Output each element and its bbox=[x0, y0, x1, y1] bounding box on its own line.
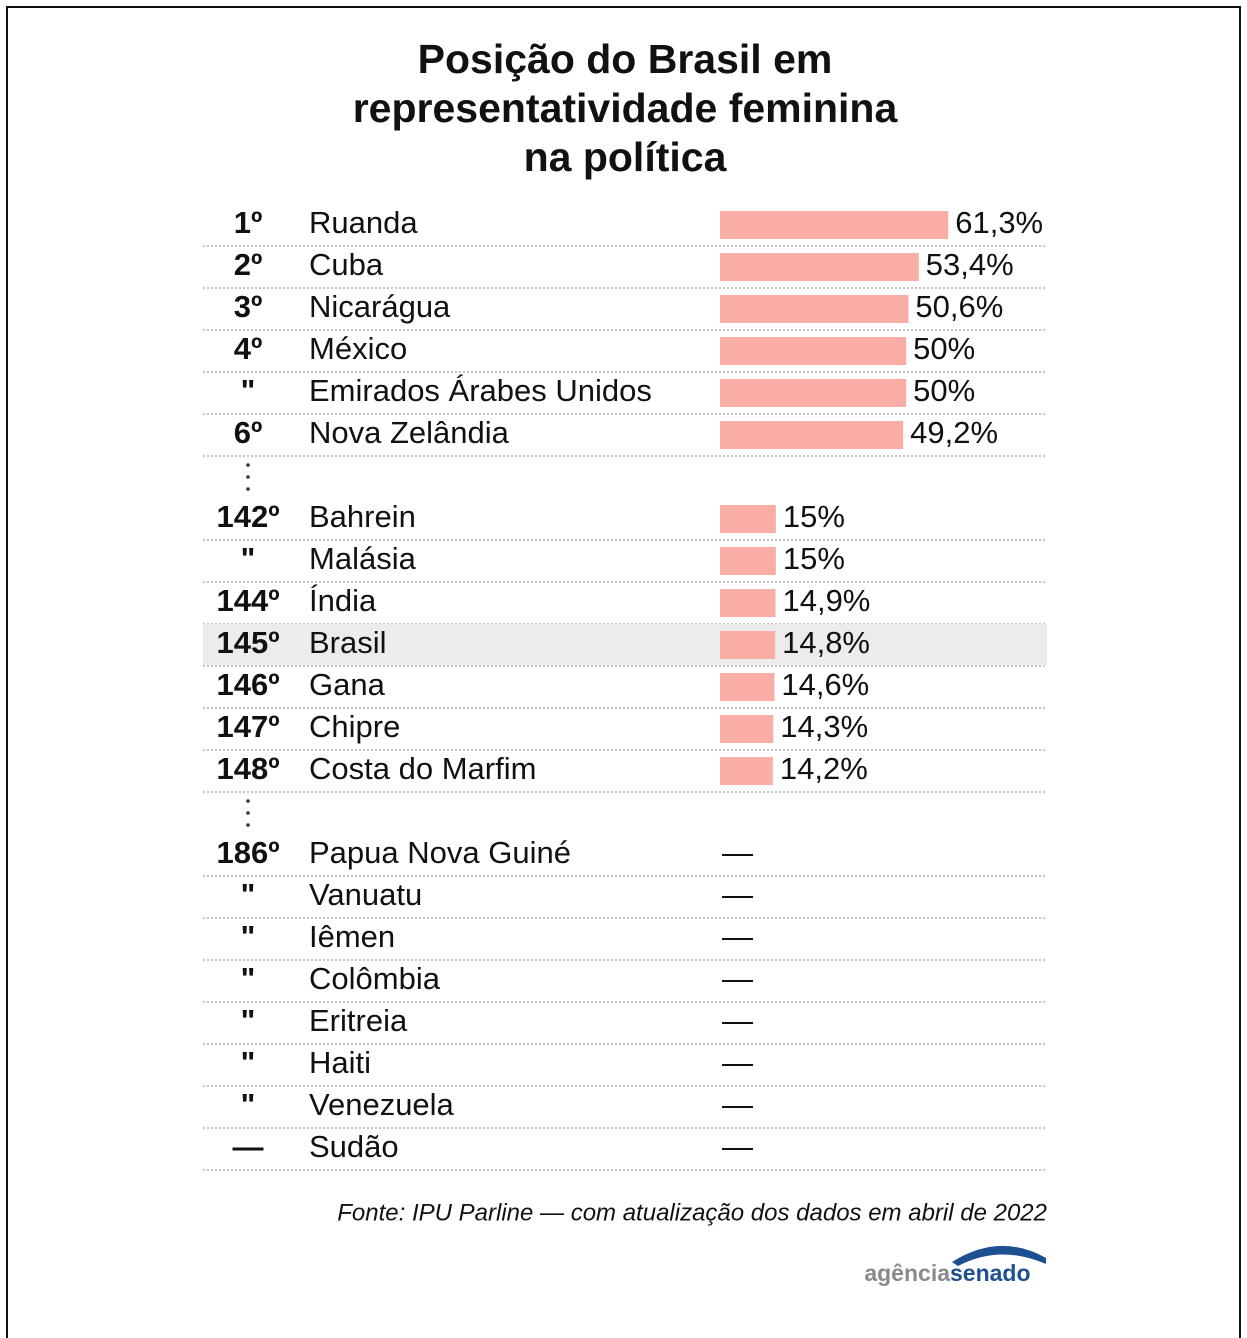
highlight bbox=[203, 624, 1047, 665]
ellipsis-dot bbox=[246, 487, 250, 491]
logo-arc bbox=[952, 1245, 1046, 1266]
category-label: Índia bbox=[309, 583, 377, 618]
category-label: Nicarágua bbox=[309, 289, 451, 324]
value-label: 15% bbox=[783, 499, 845, 534]
category-label: Haiti bbox=[309, 1045, 371, 1080]
category-label: Costa do Marfim bbox=[309, 751, 536, 786]
rank: " bbox=[241, 541, 256, 576]
rank: 147º bbox=[216, 709, 279, 744]
value-label: — bbox=[722, 1087, 753, 1122]
rank: " bbox=[241, 1087, 256, 1122]
value-label: 61,3% bbox=[955, 205, 1043, 240]
bar bbox=[720, 505, 776, 533]
category-label: Bahrein bbox=[309, 499, 416, 534]
value-label: 14,2% bbox=[780, 751, 868, 786]
bar bbox=[720, 673, 775, 701]
value-label: — bbox=[722, 1129, 753, 1164]
bar bbox=[720, 421, 904, 449]
category-label: Papua Nova Guiné bbox=[309, 835, 571, 870]
category-label: Malásia bbox=[309, 541, 417, 576]
chart-title: representatividade feminina bbox=[353, 85, 899, 131]
rank: 186º bbox=[216, 835, 279, 870]
category-label: Emirados Árabes Unidos bbox=[309, 373, 652, 408]
category-label: Nova Zelândia bbox=[309, 415, 510, 450]
value-label: 14,8% bbox=[782, 625, 870, 660]
value-label: 15% bbox=[783, 541, 845, 576]
category-label: Iêmen bbox=[309, 919, 395, 954]
value-label: 14,3% bbox=[780, 709, 868, 744]
ellipsis-dot bbox=[246, 475, 250, 479]
value-label: 14,9% bbox=[782, 583, 870, 618]
bar bbox=[720, 757, 773, 785]
rank: — bbox=[233, 1129, 264, 1164]
bar bbox=[720, 253, 919, 281]
value-label: 53,4% bbox=[926, 247, 1014, 282]
bar bbox=[720, 379, 907, 407]
value-label: 50% bbox=[913, 331, 975, 366]
value-label: — bbox=[722, 919, 753, 954]
frame bbox=[6, 6, 1241, 1338]
bar bbox=[720, 631, 776, 659]
value-label: 50,6% bbox=[915, 289, 1003, 324]
bar bbox=[720, 547, 776, 575]
rank: " bbox=[241, 1045, 256, 1080]
category-label: Gana bbox=[309, 667, 386, 702]
value-label: — bbox=[722, 877, 753, 912]
rank: 3º bbox=[234, 289, 263, 324]
bar bbox=[720, 337, 907, 365]
rank: 4º bbox=[234, 331, 263, 366]
value-label: — bbox=[722, 1045, 753, 1080]
bar bbox=[720, 211, 949, 239]
rank: 145º bbox=[216, 625, 279, 660]
rank: " bbox=[241, 373, 256, 408]
category-label: Ruanda bbox=[309, 205, 418, 240]
value-label: — bbox=[722, 835, 753, 870]
category-label: Vanuatu bbox=[309, 877, 422, 912]
rank: 142º bbox=[216, 499, 279, 534]
source: Fonte: IPU Parline — com atualização dos… bbox=[337, 1199, 1047, 1226]
value-label: — bbox=[722, 1003, 753, 1038]
bar bbox=[720, 715, 774, 743]
ellipsis-dot bbox=[246, 811, 250, 815]
rank: " bbox=[241, 1003, 256, 1038]
value-label: — bbox=[722, 961, 753, 996]
category-label: México bbox=[309, 331, 407, 366]
category-label: Eritreia bbox=[309, 1003, 408, 1038]
rank: 148º bbox=[216, 751, 279, 786]
value-label: 50% bbox=[913, 373, 975, 408]
rank: " bbox=[241, 877, 256, 912]
category-label: Cuba bbox=[309, 247, 384, 282]
rank: 1º bbox=[234, 205, 263, 240]
rank: 6º bbox=[234, 415, 263, 450]
category-label: Brasil bbox=[309, 625, 387, 660]
rank: 144º bbox=[216, 583, 279, 618]
ellipsis-dot bbox=[246, 823, 250, 827]
ellipsis-dot bbox=[246, 799, 250, 803]
chart-title: na política bbox=[524, 134, 728, 180]
logo-text: senado bbox=[950, 1260, 1031, 1286]
rank: 2º bbox=[234, 247, 263, 282]
chart-title: Posição do Brasil em bbox=[418, 36, 833, 82]
ellipsis-dot bbox=[246, 463, 250, 467]
category-label: Colômbia bbox=[309, 961, 441, 996]
category-label: Chipre bbox=[309, 709, 400, 744]
bar bbox=[720, 295, 909, 323]
rank: 146º bbox=[216, 667, 279, 702]
bar bbox=[720, 589, 776, 617]
rank: " bbox=[241, 919, 256, 954]
rank: " bbox=[241, 961, 256, 996]
category-label: Venezuela bbox=[309, 1087, 455, 1122]
value-label: 14,6% bbox=[781, 667, 869, 702]
category-label: Sudão bbox=[309, 1129, 399, 1164]
value-label: 49,2% bbox=[910, 415, 998, 450]
logo-text: agência bbox=[864, 1260, 950, 1286]
